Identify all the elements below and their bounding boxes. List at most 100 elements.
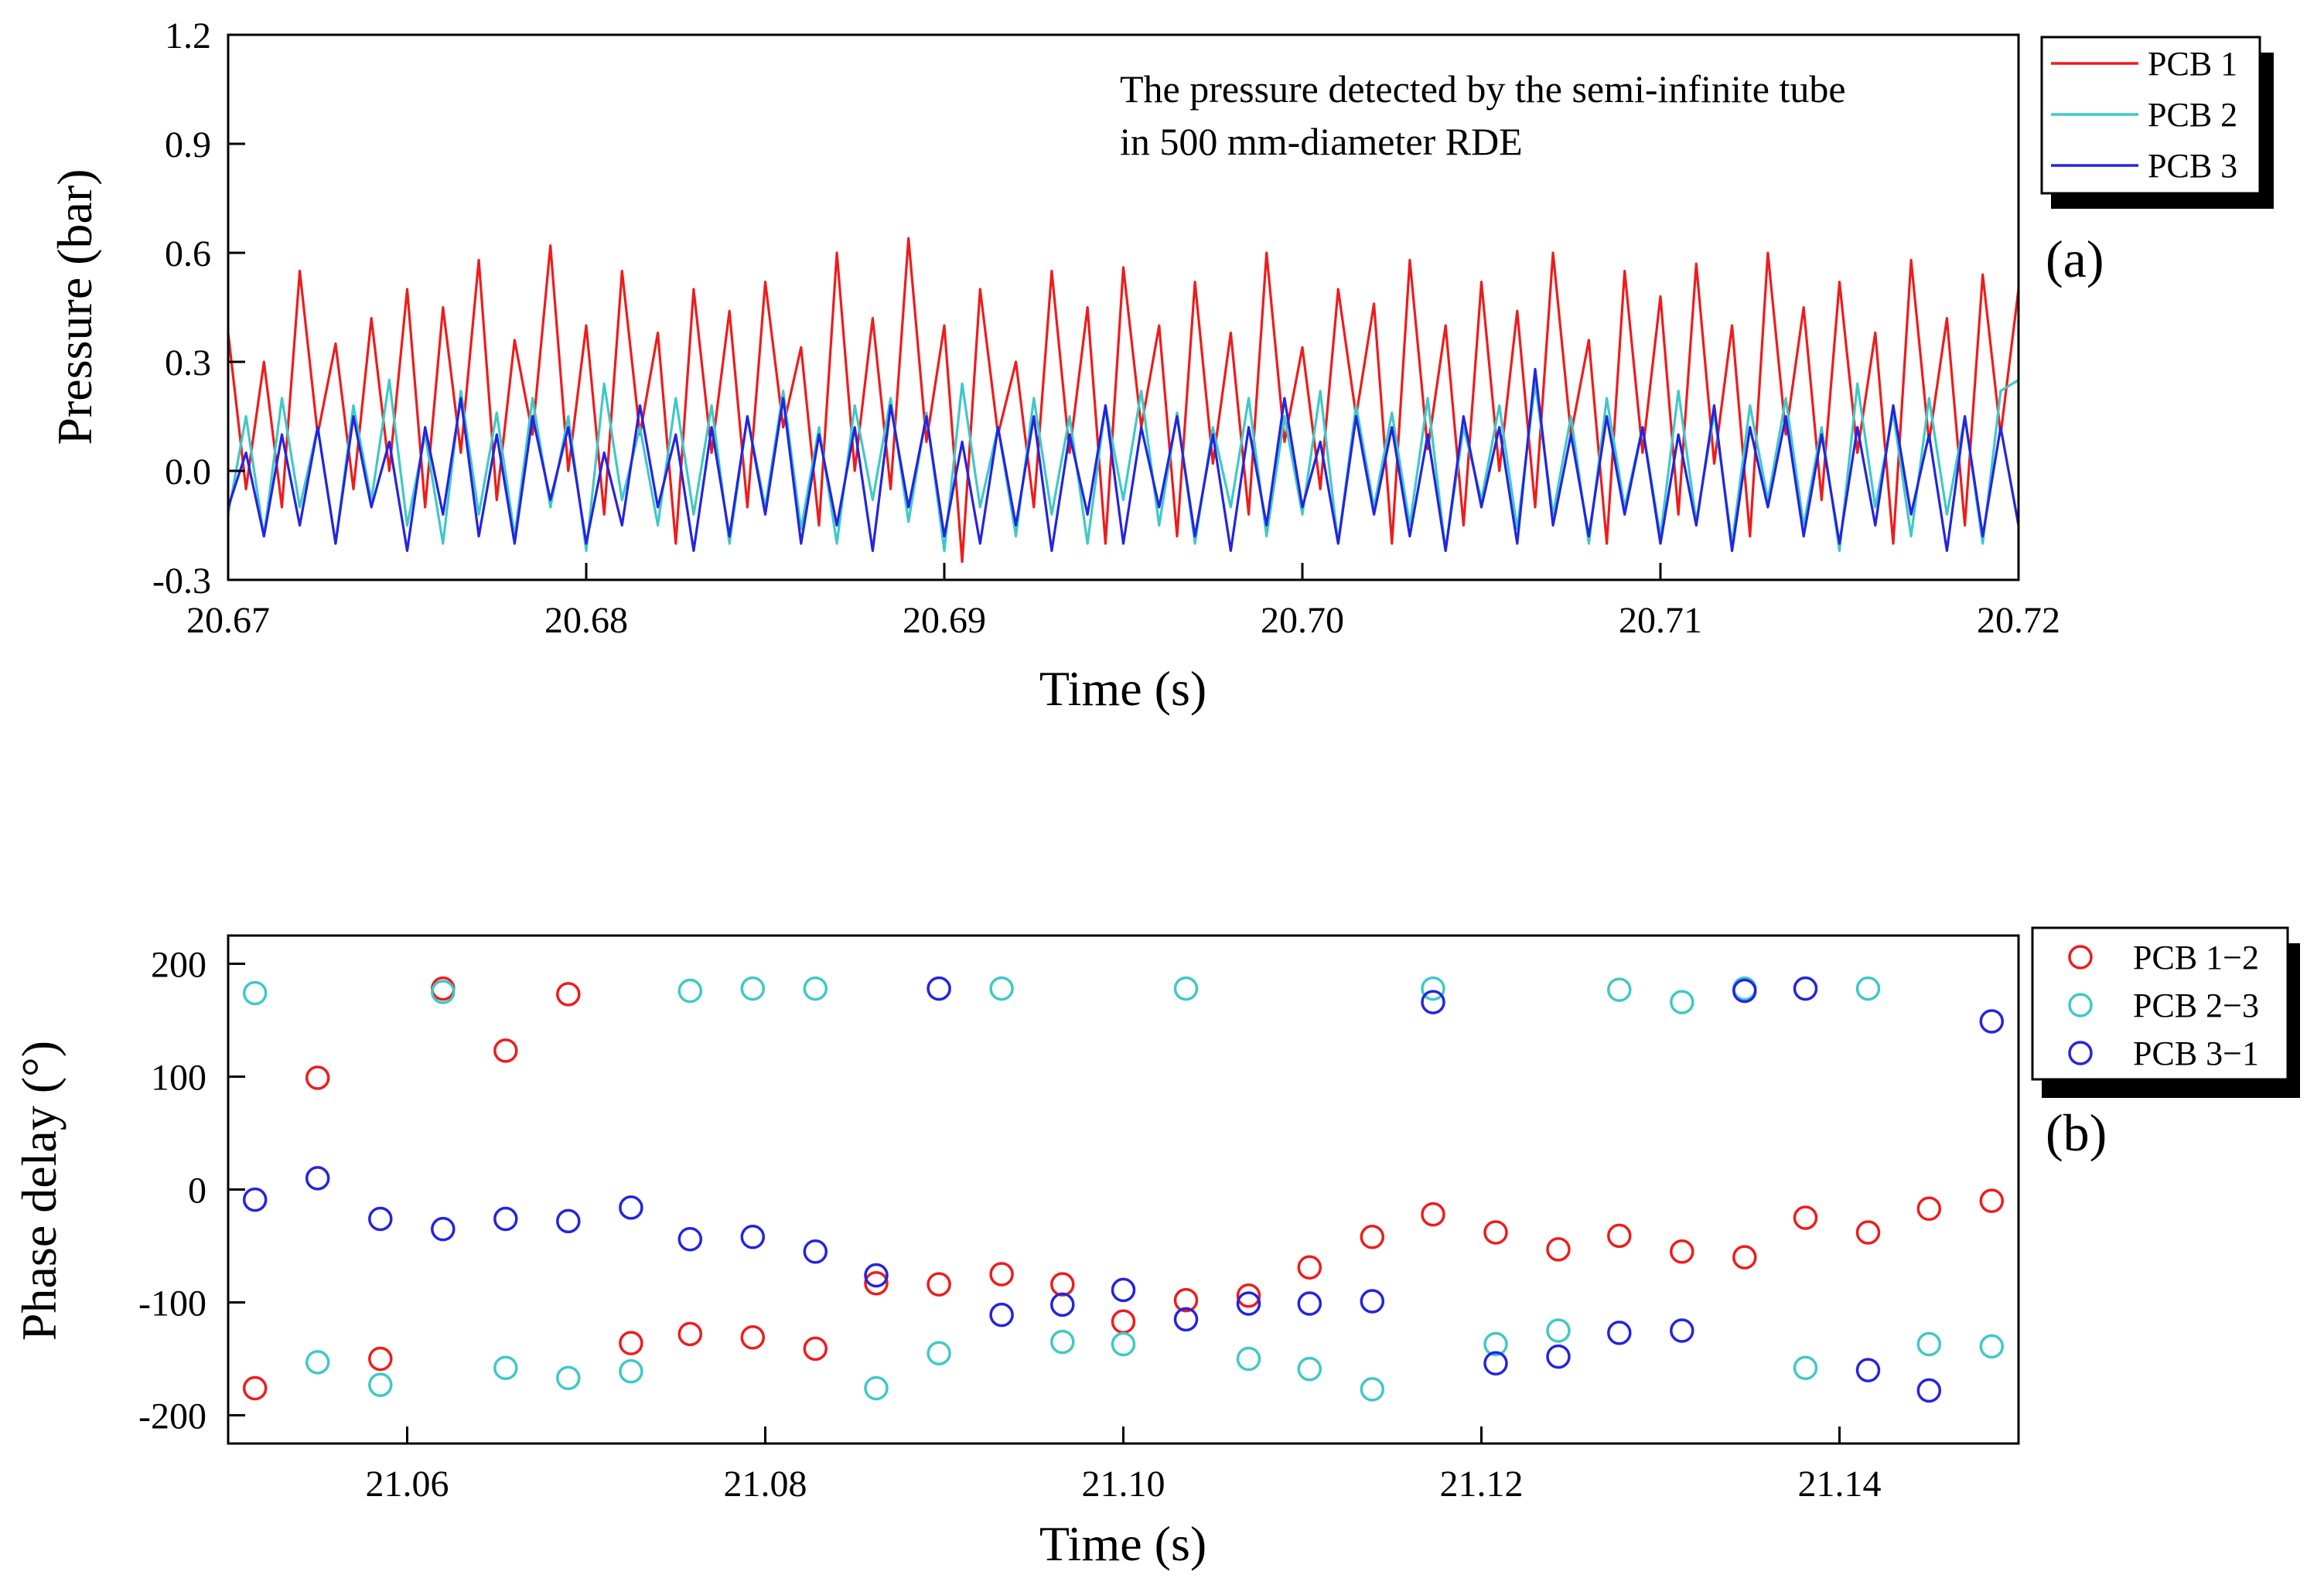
data-point-pcb-3-1 — [803, 1239, 828, 1264]
data-point-pcb-1-2 — [493, 1038, 518, 1063]
legend-label-pcb-2: PCB 2 — [2148, 96, 2237, 134]
data-point-pcb-3-1 — [1297, 1291, 1322, 1316]
panel-b-legend-box — [2031, 926, 2289, 1081]
data-point-pcb-3-1 — [989, 1302, 1014, 1328]
data-point-pcb-3-1 — [864, 1263, 889, 1288]
y-tick-label: 0.6 — [165, 233, 211, 274]
data-point-pcb-3-1 — [431, 1216, 456, 1242]
data-point-pcb-1-2 — [989, 1262, 1014, 1287]
data-point-pcb-1-2 — [1173, 1287, 1199, 1313]
data-point-pcb-3-1 — [1111, 1277, 1136, 1303]
y-tick-label: -200 — [138, 1396, 206, 1437]
data-point-pcb-1-2 — [803, 1336, 828, 1362]
data-point-pcb-3-1 — [1360, 1289, 1385, 1314]
data-point-pcb-2-3 — [803, 976, 828, 1001]
data-point-pcb-3-1 — [368, 1206, 393, 1232]
data-point-pcb-3-1 — [1670, 1318, 1694, 1343]
data-point-pcb-3-1 — [242, 1187, 268, 1212]
legend-swatch-pcb-3-1 — [2068, 1041, 2093, 1065]
panel-b-y-ticks: -200 -100 0 100 200 — [138, 945, 245, 1437]
data-point-pcb-2-3 — [864, 1375, 889, 1401]
data-point-pcb-1-2 — [1979, 1188, 2005, 1213]
data-point-pcb-2-3 — [1111, 1331, 1136, 1357]
data-point-pcb-2-3 — [989, 976, 1014, 1001]
data-point-pcb-2-3 — [493, 1355, 518, 1380]
panel-a-series-layer — [227, 237, 2020, 564]
series-line-pcb-1 — [227, 237, 2020, 564]
panel-b-x-axis-title: Time (s) — [1039, 1516, 1206, 1571]
data-point-pcb-1-2 — [927, 1272, 951, 1297]
y-tick-label: 0.0 — [165, 452, 211, 493]
data-point-pcb-2-3 — [1050, 1329, 1075, 1355]
x-tick-label: 20.72 — [1977, 600, 2060, 641]
data-point-pcb-1-2 — [740, 1325, 766, 1350]
legend-swatch-pcb-1-2 — [2068, 945, 2093, 970]
data-point-pcb-2-3 — [1979, 1334, 2005, 1359]
data-point-pcb-3-1 — [1793, 976, 1818, 1001]
x-tick-label: 21.08 — [724, 1464, 807, 1505]
panel-a-x-ticks: 20.67 20.68 20.69 20.70 20.71 20.72 — [186, 563, 2060, 641]
x-tick-label: 20.71 — [1619, 600, 1702, 641]
y-tick-label: 0 — [188, 1171, 206, 1212]
data-point-pcb-2-3 — [1607, 977, 1632, 1002]
panel-b-points-layer — [242, 976, 2005, 1403]
data-point-pcb-2-3 — [556, 1365, 581, 1391]
data-point-pcb-2-3 — [740, 976, 766, 1001]
panel-b-x-ticks: 21.06 21.08 21.10 21.12 21.14 — [366, 1426, 1882, 1505]
data-point-pcb-1-2 — [1607, 1223, 1632, 1249]
data-point-pcb-2-3 — [1793, 1355, 1818, 1380]
data-point-pcb-1-2 — [1236, 1283, 1261, 1308]
x-tick-label: 20.67 — [186, 600, 270, 641]
data-point-pcb-2-3 — [1483, 1331, 1508, 1357]
data-point-pcb-1-2 — [556, 982, 581, 1007]
data-point-pcb-3-1 — [1050, 1292, 1075, 1317]
data-point-pcb-3-1 — [1607, 1321, 1632, 1345]
data-point-pcb-1-2 — [305, 1065, 330, 1090]
data-point-pcb-1-2 — [1111, 1309, 1136, 1334]
legend-label-pcb-3-1: PCB 3−1 — [2133, 1035, 2259, 1072]
data-point-pcb-3-1 — [740, 1225, 766, 1249]
panel-b-plot-frame — [227, 934, 2020, 1445]
panel-a-annotation-line-2: in 500 mm-diameter RDE — [1120, 120, 1523, 163]
data-point-pcb-1-2 — [1483, 1220, 1508, 1245]
data-point-pcb-2-3 — [305, 1350, 330, 1375]
legend-label-pcb-2-3: PCB 2−3 — [2133, 987, 2259, 1024]
panel-a: -0.3 0.0 0.3 0.6 0.9 1.2 20.67 20.68 20.69 20.70… — [47, 15, 2274, 716]
y-tick-label: 0.3 — [165, 343, 211, 383]
data-point-pcb-3-1 — [556, 1208, 581, 1234]
panel-a-y-ticks: -0.3 0.0 0.3 0.6 0.9 1.2 — [152, 15, 245, 602]
data-point-pcb-2-3 — [1360, 1377, 1385, 1402]
data-point-pcb-1-2 — [1916, 1196, 1942, 1222]
data-point-pcb-2-3 — [1670, 990, 1694, 1014]
data-point-pcb-1-2 — [1855, 1220, 1881, 1245]
panel-b-legend: PCB 1−2 PCB 2−3 PCB 3−1 — [2031, 926, 2300, 1098]
data-point-pcb-2-3 — [1236, 1346, 1261, 1372]
data-point-pcb-2-3 — [1855, 976, 1881, 1001]
data-point-pcb-2-3 — [1297, 1356, 1322, 1382]
data-point-pcb-1-2 — [619, 1331, 643, 1355]
x-tick-label: 21.14 — [1798, 1464, 1882, 1505]
data-point-pcb-3-1 — [1173, 1307, 1199, 1332]
x-tick-label: 20.70 — [1261, 600, 1344, 641]
data-point-pcb-2-3 — [1173, 976, 1199, 1001]
y-tick-label: 100 — [151, 1058, 206, 1099]
data-point-pcb-3-1 — [1855, 1358, 1881, 1382]
data-point-pcb-3-1 — [1916, 1378, 1942, 1403]
data-point-pcb-2-3 — [368, 1372, 393, 1397]
y-tick-label: -100 — [138, 1283, 206, 1324]
panel-a-legend: PCB 1 PCB 2 PCB 3 — [2040, 36, 2274, 209]
data-point-pcb-1-2 — [1732, 1245, 1757, 1270]
data-point-pcb-1-2 — [1421, 1202, 1445, 1227]
data-point-pcb-3-1 — [493, 1206, 518, 1232]
data-point-pcb-1-2 — [864, 1270, 889, 1296]
data-point-pcb-3-1 — [1483, 1351, 1508, 1376]
panel-a-y-axis-title: Pressure (bar) — [47, 169, 102, 445]
data-point-pcb-2-3 — [1916, 1331, 1942, 1357]
panel-a-annotation-line-1: The pressure detected by the semi-infini… — [1120, 67, 1846, 111]
data-point-pcb-2-3 — [1421, 976, 1445, 1001]
y-tick-label: 200 — [151, 945, 206, 986]
data-point-pcb-3-1 — [1979, 1009, 2005, 1034]
series-line-pcb-3 — [227, 367, 2020, 553]
panel-a-legend-items: PCB 1 PCB 2 PCB 3 — [2051, 45, 2237, 185]
